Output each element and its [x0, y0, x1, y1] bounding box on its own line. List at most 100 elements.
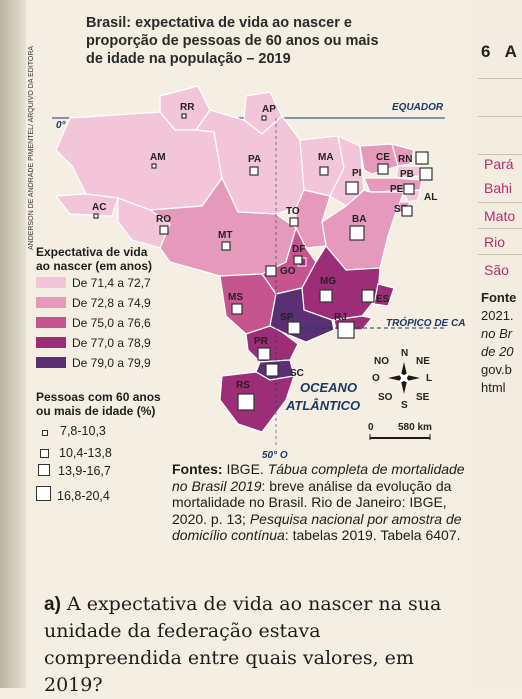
legend-label-3: De 75,0 a 76,6 [72, 316, 151, 330]
svg-text:0: 0 [368, 422, 374, 433]
symbol-legend-3: 13,9-16,7 [36, 464, 111, 478]
symbol-label-2: 10,4-13,8 [59, 446, 112, 460]
svg-text:S: S [401, 400, 408, 411]
svg-text:O: O [372, 373, 380, 384]
label-MG: MG [320, 276, 336, 287]
svg-text:L: L [426, 373, 432, 384]
question-letter: a) [44, 594, 61, 615]
symbol-SP [287, 321, 301, 335]
legend-label-2: De 72,8 a 74,9 [72, 296, 151, 310]
sources-text-2: : breve análise da evolução da mortalida… [172, 477, 452, 527]
symbol-PA [249, 166, 259, 176]
symbol-GO [265, 265, 277, 277]
right-fonte-4: de 20 [481, 344, 514, 359]
symbol-RS [237, 393, 255, 411]
label-BA: BA [352, 214, 366, 225]
question-a: a) A expectativa de vida ao nascer na su… [44, 591, 464, 699]
state-labels: RR AP AM PA MA CE RN PB PI PE AL SE AC R… [92, 102, 437, 391]
symbol-PB [419, 167, 433, 181]
label-PB: PB [400, 169, 414, 180]
legend2-title-line2: ou mais de idade (%) [36, 404, 156, 418]
label-AP: AP [262, 104, 276, 115]
symbol-square-4 [36, 486, 51, 501]
sources-italic-1: Tábua completa de mortalidade no Brasil … [172, 461, 465, 494]
swatch-1 [36, 277, 66, 288]
label-SE: SE [394, 204, 408, 215]
swatch-4 [36, 337, 66, 348]
right-item-1: Pará [484, 156, 514, 172]
label-PI: PI [352, 168, 362, 179]
right-fonte-2: 2021. [481, 308, 514, 323]
symbol-square-1 [42, 430, 48, 436]
symbol-legend-1: 7,8-10,3 [36, 424, 106, 438]
symbol-RJ [337, 321, 355, 339]
symbol-RN [415, 151, 429, 165]
state-ES [373, 283, 395, 307]
legend2-title: Pessoas com 60 anos ou mais de idade (%) [36, 390, 161, 418]
symbol-CE [377, 163, 389, 175]
equator-label: EQUADOR [392, 102, 444, 113]
label-SP: SP [280, 312, 294, 323]
tropic-label: TRÓPICO DE CAPRICÓRNIO [386, 316, 466, 329]
label-PA: PA [248, 154, 261, 165]
symbol-AC [93, 213, 99, 219]
symbol-MS [231, 303, 243, 315]
symbol-AP [261, 115, 267, 121]
svg-text:SO: SO [378, 392, 393, 403]
scale-bar: 0 580 km [368, 422, 432, 440]
label-MS: MS [228, 292, 243, 303]
legend-label-4: De 77,0 a 78,9 [72, 336, 151, 350]
symbol-ES [361, 289, 375, 303]
symbol-label-1: 7,8-10,3 [60, 424, 106, 438]
brazil-map: EQUADOR 0° TRÓPICO DE CAPRICÓRNIO 50° O … [52, 85, 466, 461]
label-PR: PR [254, 336, 269, 347]
sources-caption: Fontes: IBGE. Tábua completa de mortalid… [172, 461, 472, 544]
label-SC: SC [290, 368, 304, 379]
symbol-MG [319, 289, 333, 303]
symbol-SE [401, 205, 413, 217]
sources-italic-2: Pesquisa nacional por amostra de domicíl… [172, 510, 462, 544]
label-TO: TO [286, 206, 300, 217]
legend-title-line2: ao nascer (em anos) [36, 259, 153, 273]
label-GO: GO [280, 266, 296, 277]
proportion-symbols [93, 113, 433, 411]
legend-label-5: De 79,0 a 79,9 [72, 356, 151, 370]
symbol-SC [265, 363, 279, 377]
right-letter: A [504, 42, 517, 61]
legend-title-line1: Expectativa de vida [36, 245, 148, 259]
label-RS: RS [236, 380, 250, 391]
symbol-label-4: 16,8-20,4 [57, 489, 110, 503]
symbol-AM [151, 163, 157, 169]
symbol-RO [159, 225, 169, 235]
label-RN: RN [398, 154, 412, 165]
symbol-MT [221, 241, 231, 251]
right-table-lines [478, 78, 522, 278]
label-AC: AC [92, 202, 106, 213]
symbol-PE [403, 183, 415, 195]
label-PE: PE [390, 184, 404, 195]
label-CE: CE [376, 152, 390, 163]
svg-text:NE: NE [416, 356, 430, 367]
label-MT: MT [218, 230, 232, 241]
symbol-BA [349, 225, 365, 241]
legend-item-1: De 71,4 a 72,7 [36, 276, 151, 290]
label-RR: RR [180, 102, 195, 113]
right-fonte-3: no Br [481, 326, 513, 341]
sources-text-3: : tabelas 2019. Tabela 6407. [284, 527, 461, 543]
swatch-5 [36, 357, 66, 368]
legend-item-5: De 79,0 a 79,9 [36, 356, 151, 370]
right-item-4: Rio [484, 234, 506, 250]
legend-label-1: De 71,4 a 72,7 [72, 276, 151, 290]
symbol-square-3 [38, 464, 50, 476]
right-page [472, 0, 522, 688]
book-spine-shadow [0, 0, 26, 688]
swatch-2 [36, 297, 66, 308]
label-AM: AM [150, 152, 166, 163]
label-AL: AL [424, 192, 437, 203]
swatch-3 [36, 317, 66, 328]
symbol-RR [181, 113, 187, 119]
symbol-PR [257, 347, 271, 361]
ocean-label-1: OCEANO [300, 380, 357, 395]
svg-text:NO: NO [374, 356, 389, 367]
ocean-label-2: ATLÂNTICO [285, 398, 360, 413]
